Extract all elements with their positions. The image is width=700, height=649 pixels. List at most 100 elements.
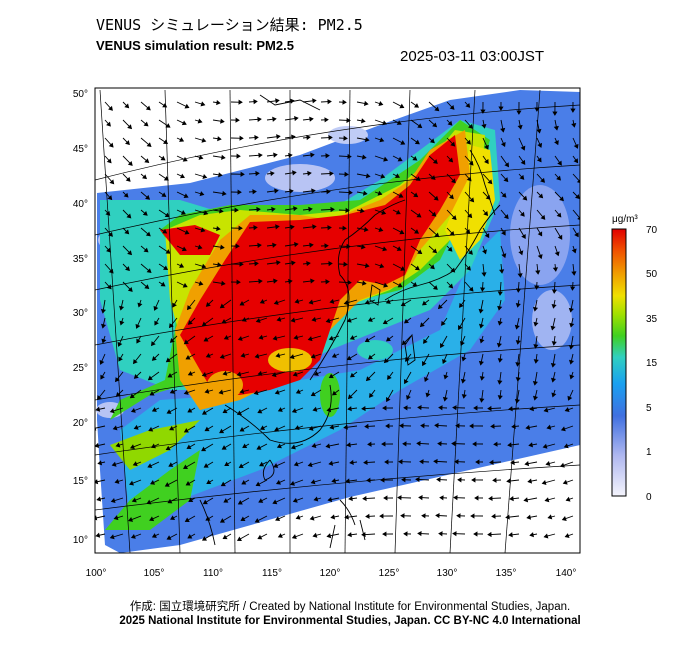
- wind-arrowhead: [429, 138, 435, 144]
- wind-arrowhead: [570, 286, 576, 291]
- wind-arrowhead: [533, 344, 539, 349]
- wind-arrowhead: [311, 316, 317, 322]
- wind-arrowhead: [203, 336, 209, 342]
- wind-arrowhead: [443, 374, 449, 380]
- title-english: VENUS simulation result: PM2.5: [96, 38, 294, 53]
- wind-arrowhead: [205, 516, 211, 521]
- wind-arrowhead: [503, 214, 509, 220]
- wind-arrowhead: [528, 442, 534, 448]
- wind-arrowhead: [125, 266, 130, 272]
- wind-arrowhead: [291, 408, 297, 414]
- wind-arrowhead: [95, 479, 99, 485]
- wind-arrowhead: [200, 227, 206, 233]
- wind-arrowhead: [146, 268, 152, 273]
- wind-arrowhead: [110, 498, 116, 503]
- wind-arrowhead: [432, 285, 438, 290]
- wind-arrowhead: [167, 372, 173, 378]
- wind-arrowhead: [500, 141, 506, 148]
- wind-arrowhead: [387, 374, 392, 380]
- wind-arrowhead: [185, 481, 191, 486]
- wind-arrowhead: [400, 301, 406, 307]
- wind-arrowhead: [239, 426, 245, 432]
- wind-arrowhead: [187, 319, 193, 325]
- wind-arrowhead: [114, 478, 120, 484]
- wind-arrowhead: [447, 246, 453, 252]
- wind-arrowhead: [308, 425, 314, 431]
- wind-arrowhead: [442, 396, 448, 402]
- wind-arrowhead: [418, 495, 423, 501]
- wind-arrowhead: [95, 406, 101, 412]
- wind-arrowhead: [203, 210, 209, 216]
- wind-arrowhead: [290, 444, 296, 450]
- wind-arrowhead: [260, 425, 266, 430]
- wind-arrowhead: [378, 227, 384, 232]
- wind-arrowhead: [425, 392, 431, 398]
- wind-arrowhead: [401, 340, 407, 346]
- wind-arrowhead: [434, 422, 439, 429]
- wind-arrowhead: [450, 141, 456, 147]
- wind-arrowhead: [342, 225, 347, 231]
- wind-arrowhead: [222, 534, 228, 540]
- wind-arrowhead: [438, 405, 443, 411]
- wind-arrowhead: [545, 460, 551, 466]
- wind-arrowhead: [576, 179, 580, 184]
- wind-arrowhead: [289, 354, 295, 360]
- wind-arrowhead: [478, 360, 484, 366]
- wind-arrowhead: [202, 499, 208, 505]
- wind-arrowhead: [497, 380, 503, 385]
- lon-label: 135°: [496, 568, 517, 579]
- wind-arrowhead: [552, 267, 558, 272]
- wind-arrowhead: [449, 230, 455, 236]
- wind-arrowhead: [396, 246, 402, 251]
- wind-arrowhead: [255, 317, 261, 323]
- wind-arrowhead: [460, 341, 465, 347]
- wind-arrowhead: [221, 154, 226, 160]
- wind-arrowhead: [403, 318, 409, 324]
- wind-arrowhead: [559, 462, 565, 468]
- wind-arrowhead: [347, 406, 352, 412]
- wind-arrowhead: [217, 136, 222, 142]
- wind-arrowhead: [197, 118, 203, 124]
- wind-arrowhead: [238, 463, 244, 468]
- wind-arrowhead: [118, 356, 123, 362]
- wind-arrowhead: [184, 103, 190, 109]
- wind-arrowhead: [424, 377, 429, 383]
- wind-arrowhead: [179, 137, 185, 142]
- wind-arrowhead: [382, 120, 388, 126]
- wind-arrowhead: [327, 99, 332, 105]
- wind-arrowhead: [255, 170, 260, 177]
- wind-arrowhead: [275, 479, 281, 485]
- wind-arrowhead: [520, 159, 526, 165]
- wind-arrowhead: [554, 140, 559, 146]
- wind-arrowhead: [311, 443, 317, 449]
- wind-arrowhead: [312, 98, 317, 104]
- wind-arrowhead: [107, 195, 113, 201]
- colorbar-tick: 50: [646, 269, 658, 280]
- wind-arrowhead: [432, 159, 438, 164]
- wind-arrowhead: [257, 242, 262, 248]
- wind-arrowhead: [474, 495, 479, 501]
- wind-arrowhead: [165, 123, 171, 128]
- wind-arrowhead: [183, 428, 189, 433]
- wind-arrowhead: [127, 160, 133, 166]
- wind-arrowhead: [108, 231, 113, 237]
- wind-arrowhead: [172, 302, 177, 308]
- wind-arrowhead: [448, 194, 454, 200]
- wind-arrowhead: [364, 137, 370, 143]
- wind-arrowhead: [128, 480, 134, 486]
- wind-arrowhead: [417, 249, 423, 255]
- wind-arrowhead: [431, 211, 437, 217]
- wind-arrowhead: [360, 118, 366, 124]
- wind-arrowhead: [221, 318, 227, 324]
- wind-arrowhead: [501, 253, 507, 259]
- wind-arrowhead: [273, 278, 278, 284]
- wind-arrowhead: [106, 247, 111, 253]
- wind-arrowhead: [400, 266, 406, 271]
- wind-arrowhead: [236, 410, 242, 415]
- wind-arrowhead: [255, 481, 261, 487]
- wind-arrowhead: [106, 284, 112, 290]
- wind-arrowhead: [487, 405, 492, 412]
- wind-arrowhead: [154, 320, 159, 326]
- wind-arrowhead: [274, 426, 280, 432]
- wind-arrowhead: [329, 298, 335, 304]
